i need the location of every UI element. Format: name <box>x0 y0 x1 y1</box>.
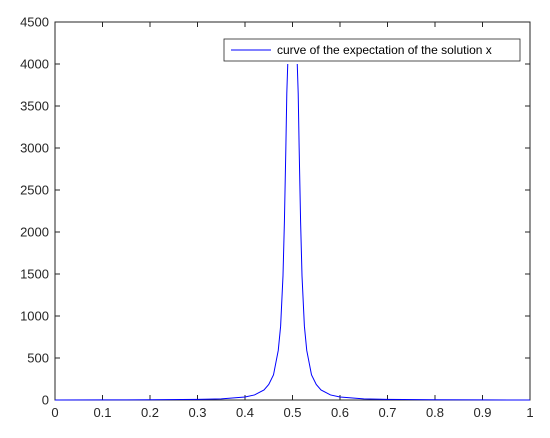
y-axis: 0 500 1000 1500 2000 2500 3000 3500 4000 4500 <box>20 15 530 408</box>
series-line <box>296 63 531 401</box>
y-tick-label: 3000 <box>20 141 49 156</box>
y-tick-label: 4500 <box>20 15 49 30</box>
x-tick-label: 0.9 <box>473 405 491 420</box>
legend-label: curve of the expectation of the solution… <box>277 43 492 57</box>
y-tick-label: 3500 <box>20 99 49 114</box>
x-tick-label: 0.3 <box>188 405 206 420</box>
legend: curve of the expectation of the solution… <box>223 38 521 62</box>
x-tick-label: 0.6 <box>331 405 349 420</box>
y-tick-label: 0 <box>42 393 49 408</box>
x-tick-label: 0.1 <box>93 405 111 420</box>
x-axis: 0 0.1 0.2 0.3 0.4 0.5 0.6 0.7 0.8 0.9 1 <box>51 22 534 420</box>
x-tick-label: 0.2 <box>141 405 159 420</box>
y-tick-label: 500 <box>27 351 49 366</box>
x-tick-label: 0.7 <box>378 405 396 420</box>
y-tick-label: 2500 <box>20 183 49 198</box>
x-tick-label: 0.4 <box>236 405 254 420</box>
x-tick-label: 0.5 <box>283 405 301 420</box>
y-tick-label: 1000 <box>20 309 49 324</box>
series-line <box>54 63 289 401</box>
plot-area <box>54 21 531 401</box>
y-tick-label: 1500 <box>20 267 49 282</box>
x-tick-label: 0 <box>51 405 58 420</box>
x-tick-label: 0.8 <box>426 405 444 420</box>
y-tick-label: 2000 <box>20 225 49 240</box>
series-layer <box>54 63 531 401</box>
x-tick-label: 1 <box>526 405 533 420</box>
legend-box <box>223 38 521 62</box>
y-tick-label: 4000 <box>20 57 49 72</box>
